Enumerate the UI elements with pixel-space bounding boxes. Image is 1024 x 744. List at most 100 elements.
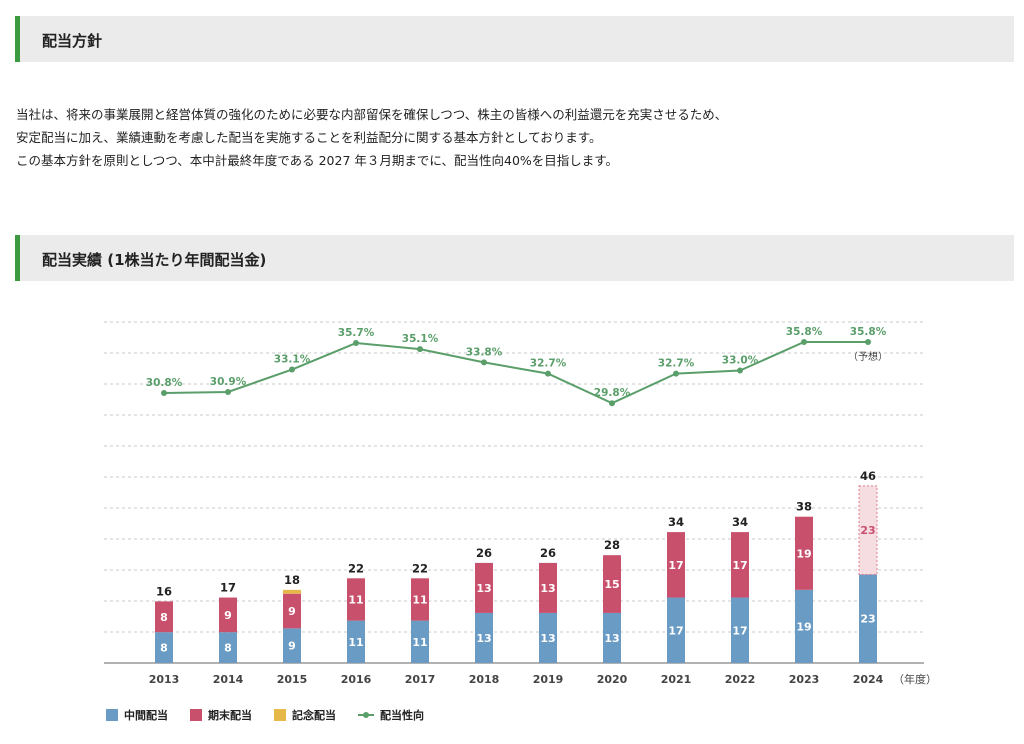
payout-point-2017 bbox=[417, 346, 423, 353]
payout-label-2019: 32.7% bbox=[530, 358, 567, 370]
payout-label-2017: 35.1% bbox=[402, 333, 439, 345]
total-label-2022: 34 bbox=[732, 515, 748, 529]
x-tick-2024: 2024 bbox=[853, 673, 884, 686]
bar-label-interim-2017: 11 bbox=[412, 636, 427, 649]
results-title: 配当実績 (1株当たり年間配当金) bbox=[42, 251, 267, 269]
x-tick-2019: 2019 bbox=[533, 673, 564, 686]
bar-label-interim-2013: 8 bbox=[160, 642, 168, 655]
legend-item-commemorative: 記念配当 bbox=[274, 707, 336, 723]
bar-interim-2014 bbox=[219, 632, 237, 663]
legend-label-interim: 中間配当 bbox=[124, 709, 168, 722]
bar-label-year-end-2018: 13 bbox=[476, 582, 491, 595]
bar-label-year-end-2021: 17 bbox=[668, 559, 683, 572]
x-tick-2014: 2014 bbox=[213, 673, 244, 686]
policy-text: 当社は、将来の事業展開と経営体質の強化のために必要な内部留保を確保しつつ、株主の… bbox=[16, 103, 727, 172]
bar-label-year-end-2013: 8 bbox=[160, 611, 168, 624]
bar-interim-2024 bbox=[859, 574, 877, 663]
bar-interim-2018 bbox=[475, 612, 493, 663]
bar-label-year-end-2019: 13 bbox=[540, 582, 555, 595]
bar-label-interim-2019: 13 bbox=[540, 632, 555, 645]
policy-line-1: 当社は、将来の事業展開と経営体質の強化のために必要な内部留保を確保しつつ、株主の… bbox=[16, 107, 728, 122]
bar-label-interim-2022: 17 bbox=[732, 624, 747, 637]
payout-label-2015: 33.1% bbox=[274, 354, 311, 366]
payout-point-2013 bbox=[161, 390, 167, 396]
total-label-2024: 46 bbox=[860, 469, 876, 483]
bar-label-interim-2023: 19 bbox=[796, 620, 811, 633]
bar-interim-2017 bbox=[411, 620, 429, 663]
payout-label-2014: 30.9% bbox=[210, 376, 247, 388]
legend-item-year-end: 期末配当 bbox=[190, 707, 252, 723]
chart-legend: 中間配当 期末配当 記念配当 配当性向 bbox=[106, 707, 446, 723]
bar-label-interim-2016: 11 bbox=[348, 636, 363, 649]
legend-item-payout: 配当性向 bbox=[358, 707, 424, 723]
legend-label-payout: 配当性向 bbox=[380, 709, 424, 722]
total-label-2016: 22 bbox=[348, 561, 364, 575]
bar-interim-2023 bbox=[795, 589, 813, 663]
payout-point-2024 bbox=[865, 339, 871, 345]
x-tick-2020: 2020 bbox=[597, 673, 628, 686]
bar-year-end-2017 bbox=[411, 578, 429, 621]
bar-interim-2015 bbox=[283, 628, 301, 663]
bar-label-year-end-2024: 23 bbox=[860, 524, 875, 537]
bar-interim-2016 bbox=[347, 620, 365, 663]
bar-year-end-2016 bbox=[347, 578, 365, 621]
payout-point-2018 bbox=[481, 359, 487, 366]
total-label-2015: 18 bbox=[284, 573, 300, 587]
bar-label-interim-2024: 23 bbox=[860, 613, 875, 626]
bar-label-interim-2014: 8 bbox=[224, 642, 232, 655]
x-tick-2013: 2013 bbox=[149, 673, 180, 686]
payout-label-2022: 33.0% bbox=[722, 355, 759, 367]
x-tick-2023: 2023 bbox=[789, 673, 820, 686]
bar-label-year-end-2022: 17 bbox=[732, 559, 747, 572]
bar-interim-2021 bbox=[667, 597, 685, 663]
legend-swatch-year-end bbox=[190, 709, 202, 721]
total-label-2021: 34 bbox=[668, 515, 684, 529]
payout-label-2021: 32.7% bbox=[658, 358, 695, 370]
x-tick-2017: 2017 bbox=[405, 673, 436, 686]
bar-year-end-2022 bbox=[731, 532, 749, 598]
legend-swatch-commemorative bbox=[274, 709, 286, 721]
bar-label-year-end-2020: 15 bbox=[604, 578, 619, 591]
legend-item-interim: 中間配当 bbox=[106, 707, 168, 723]
total-label-2019: 26 bbox=[540, 546, 556, 560]
bar-interim-2020 bbox=[603, 612, 621, 663]
bar-year-end-2020 bbox=[603, 555, 621, 613]
payout-point-2022 bbox=[737, 367, 743, 374]
forecast-label: （予想） bbox=[848, 350, 888, 363]
payout-label-2016: 35.7% bbox=[338, 327, 375, 339]
bar-year-end-2024 bbox=[858, 485, 878, 575]
dividend-chart: 8 8 16 2013 8 9 17 2014 9 9 18 2015 11 11 22 2016 11 11 22… bbox=[104, 321, 937, 686]
payout-label-2018: 33.8% bbox=[466, 346, 503, 358]
bar-interim-2022 bbox=[731, 597, 749, 663]
total-label-2023: 38 bbox=[796, 500, 812, 514]
bar-label-year-end-2017: 11 bbox=[412, 593, 427, 606]
bar-label-interim-2020: 13 bbox=[604, 632, 619, 645]
bar-label-interim-2018: 13 bbox=[476, 632, 491, 645]
total-label-2013: 16 bbox=[156, 584, 172, 598]
x-tick-2021: 2021 bbox=[661, 673, 692, 686]
policy-line-2: 安定配当に加え、業績連動を考慮した配当を実施することを利益配分に関する基本方針と… bbox=[16, 130, 602, 145]
total-label-2020: 28 bbox=[604, 538, 620, 552]
legend-swatch-interim bbox=[106, 709, 118, 721]
policy-section-header: 配当方針 bbox=[15, 16, 1014, 62]
payout-label-2013: 30.8% bbox=[146, 377, 183, 389]
x-tick-2016: 2016 bbox=[341, 673, 372, 686]
bar-label-interim-2015: 9 bbox=[288, 640, 296, 653]
legend-swatch-payout-line bbox=[358, 709, 374, 721]
x-tick-2022: 2022 bbox=[725, 673, 756, 686]
results-section-header: 配当実績 (1株当たり年間配当金) bbox=[15, 235, 1014, 281]
bar-label-year-end-2015: 9 bbox=[288, 605, 296, 618]
payout-point-2014 bbox=[225, 388, 231, 395]
bar-label-interim-2021: 17 bbox=[668, 624, 683, 637]
payout-label-2024: 35.8% bbox=[850, 326, 887, 338]
bar-label-year-end-2023: 19 bbox=[796, 547, 811, 560]
legend-label-year-end: 期末配当 bbox=[208, 709, 252, 722]
payout-point-2019 bbox=[545, 370, 551, 377]
total-label-2014: 17 bbox=[220, 581, 236, 595]
x-tick-2015: 2015 bbox=[277, 673, 308, 686]
payout-label-2023: 35.8% bbox=[786, 326, 823, 338]
legend-label-commemorative: 記念配当 bbox=[292, 709, 336, 722]
bar-year-end-2021 bbox=[667, 532, 685, 598]
x-tick-2018: 2018 bbox=[469, 673, 500, 686]
payout-point-2015 bbox=[289, 366, 295, 373]
